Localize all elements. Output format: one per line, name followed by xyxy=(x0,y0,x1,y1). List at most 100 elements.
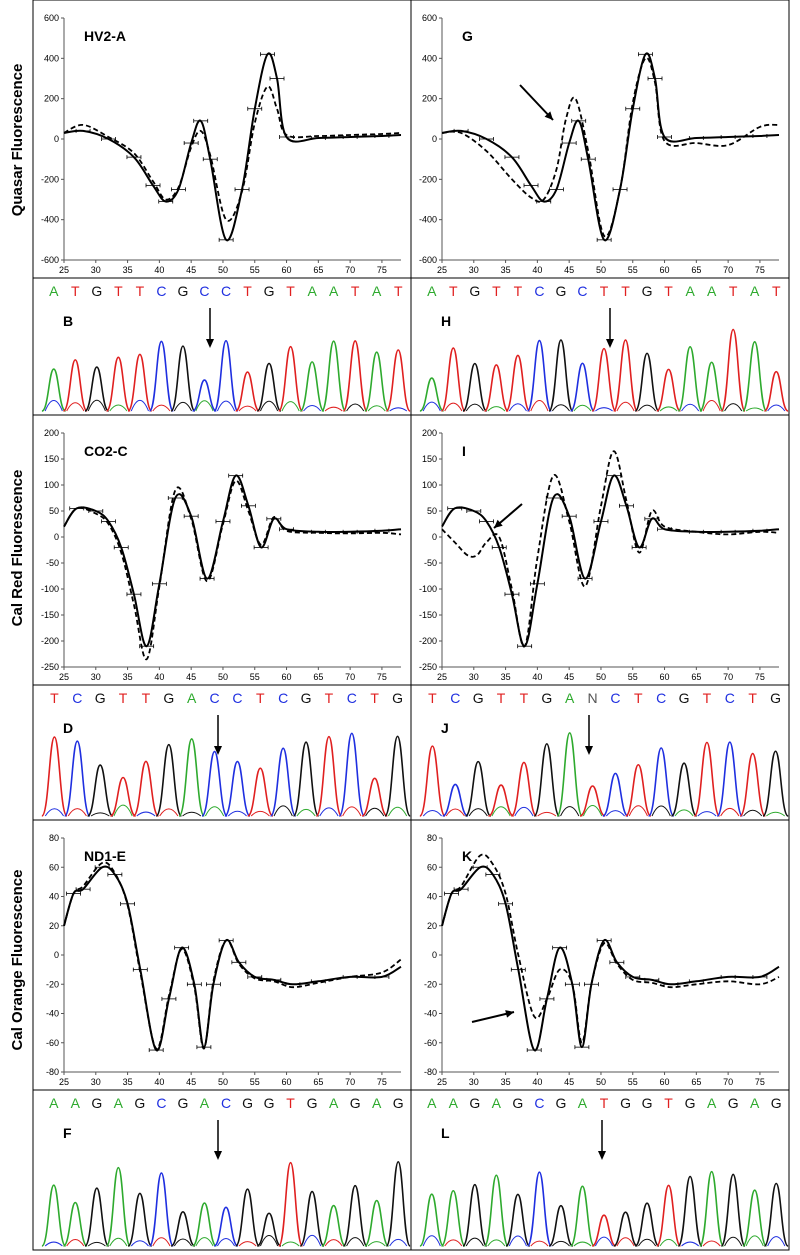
trace-peak xyxy=(256,1212,282,1247)
chromatogram-J: T C G T T G A N C T C G T C T GJ xyxy=(410,684,790,821)
trace-noise xyxy=(216,400,236,412)
base-call: T xyxy=(634,690,643,706)
x-tick-label: 65 xyxy=(313,265,323,275)
x-tick-label: 30 xyxy=(469,1077,479,1087)
x-tick-label: 35 xyxy=(501,1077,511,1087)
x-tick-label: 25 xyxy=(59,1077,69,1087)
arrow-head xyxy=(585,746,593,755)
base-call: G xyxy=(242,1095,253,1111)
trace-noise xyxy=(530,1240,549,1247)
trace-noise xyxy=(303,404,322,412)
trace-peak xyxy=(62,359,88,412)
y-tick-label: -50 xyxy=(46,558,59,568)
panel-title: I xyxy=(462,443,466,459)
arrow-head xyxy=(214,746,222,755)
y-tick-label: -20 xyxy=(46,979,59,989)
trace-peak xyxy=(234,1188,261,1247)
trace-noise xyxy=(766,811,786,817)
chromatogram-H: A T G T T C G C T T G T A A T A TH xyxy=(410,277,790,416)
trace-peak xyxy=(526,1171,553,1247)
x-tick-label: 50 xyxy=(596,265,606,275)
trace-noise xyxy=(113,804,133,817)
trace-noise xyxy=(324,1239,343,1247)
base-call: A xyxy=(49,1095,59,1111)
row-label-cal-orange: Cal Orange Fluorescence xyxy=(9,870,26,1051)
trace-noise xyxy=(628,805,648,817)
trace-noise xyxy=(702,1240,721,1247)
x-tick-label: 75 xyxy=(377,672,387,682)
trace-peak xyxy=(342,1184,368,1247)
panel-border xyxy=(410,414,790,686)
trace-noise xyxy=(594,1236,614,1247)
x-tick-label: 55 xyxy=(250,1077,260,1087)
y-tick-label: 80 xyxy=(427,833,437,843)
trace-peak xyxy=(548,1204,574,1247)
trace-peak xyxy=(739,752,767,817)
base-call: A xyxy=(578,1095,588,1111)
base-call: A xyxy=(114,1095,124,1111)
y-tick-label: 50 xyxy=(49,506,59,516)
trace-noise xyxy=(389,407,408,412)
y-tick-label: -150 xyxy=(41,610,59,620)
trace-peak xyxy=(699,1170,725,1247)
x-tick-label: 40 xyxy=(532,265,542,275)
trace-peak xyxy=(178,738,206,817)
trace-peak xyxy=(483,364,509,412)
trace-noise xyxy=(173,1238,192,1247)
trace-peak xyxy=(505,1193,531,1247)
base-call: G xyxy=(679,690,690,706)
trace-noise xyxy=(281,1241,300,1247)
trace-noise xyxy=(389,1238,408,1247)
trace-noise xyxy=(702,400,721,412)
trace-noise xyxy=(227,810,247,817)
trace-peak xyxy=(170,1210,196,1247)
trace-peak xyxy=(364,1199,390,1247)
trace-peak xyxy=(299,361,325,412)
base-call: G xyxy=(469,283,480,299)
trace-peak xyxy=(277,345,304,412)
base-call: T xyxy=(664,1095,673,1111)
y-tick-label: -60 xyxy=(46,1038,59,1048)
base-call: G xyxy=(555,283,566,299)
y-tick-label: 200 xyxy=(44,94,59,104)
x-tick-label: 50 xyxy=(218,1077,228,1087)
trace-peak xyxy=(655,1184,682,1247)
y-tick-label: 100 xyxy=(44,480,59,490)
base-call: G xyxy=(512,1095,523,1111)
trace-noise xyxy=(659,406,678,412)
x-tick-label: 25 xyxy=(59,672,69,682)
trace-noise xyxy=(367,405,386,412)
trace-noise xyxy=(273,805,293,817)
base-call: G xyxy=(642,1095,653,1111)
base-call: T xyxy=(520,690,529,706)
base-call: A xyxy=(707,283,717,299)
trace-noise xyxy=(259,1235,279,1247)
trace-noise xyxy=(204,806,225,817)
x-tick-label: 70 xyxy=(723,672,733,682)
arrow-head xyxy=(214,1151,222,1160)
base-call: C xyxy=(199,283,209,299)
base-call: C xyxy=(656,690,666,706)
base-call: T xyxy=(621,283,630,299)
trace-peak xyxy=(677,346,703,412)
trace-noise xyxy=(87,1241,106,1247)
x-tick-label: 35 xyxy=(123,265,133,275)
trace-peak xyxy=(699,361,725,412)
trace-peak xyxy=(127,1192,153,1247)
trace-noise xyxy=(659,1238,678,1247)
panel-label: H xyxy=(441,313,451,329)
y-tick-label: -250 xyxy=(41,662,59,672)
y-tick-label: 100 xyxy=(422,480,437,490)
trace-peak xyxy=(385,349,411,412)
y-tick-label: 50 xyxy=(427,506,437,516)
chromatogram-F: A A G A G C G A C G G T G A G A GF xyxy=(32,1089,412,1251)
base-call: G xyxy=(685,1095,696,1111)
x-tick-label: 40 xyxy=(154,672,164,682)
base-call: T xyxy=(114,283,123,299)
trace-peak xyxy=(462,1183,488,1247)
trace-noise xyxy=(365,807,385,817)
trace-noise xyxy=(491,806,511,817)
trace-noise xyxy=(638,404,657,412)
trace-noise xyxy=(296,808,316,817)
series-dashed xyxy=(441,450,780,648)
